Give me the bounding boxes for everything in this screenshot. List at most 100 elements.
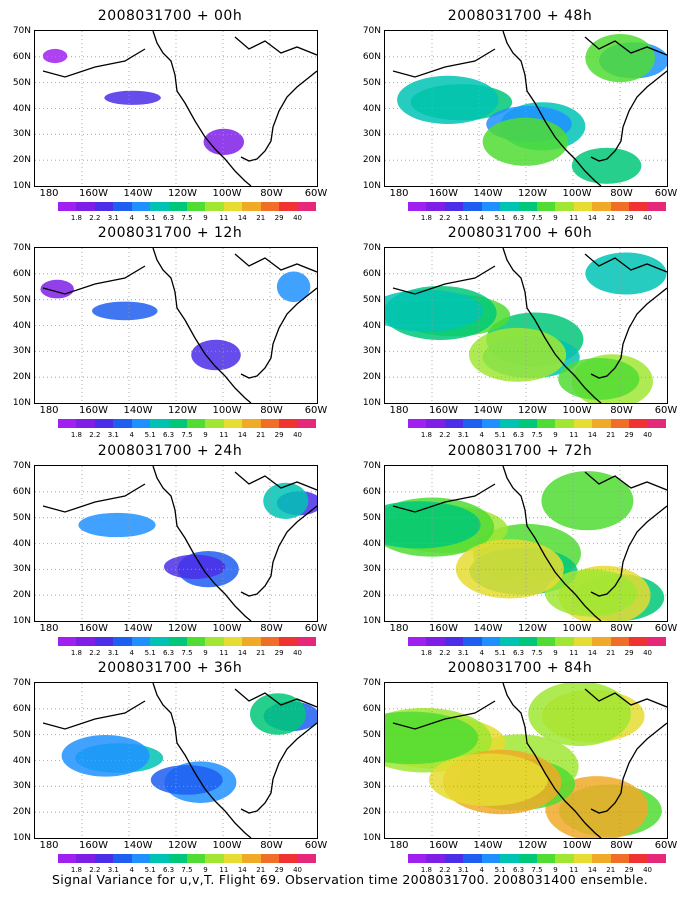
map-panel: 2008031700 + 00h 70N 60N 50N 40N 30N 20N 10N 180…: [0, 8, 340, 223]
colorbar-label: 9: [203, 649, 208, 657]
colorbar-label: 2.2: [439, 649, 451, 657]
y-tick-label: 60N: [362, 51, 381, 62]
variance-contour: [150, 765, 223, 795]
colorbar-label: 21: [606, 866, 616, 874]
colorbar-swatch: [536, 202, 556, 211]
colorbar-labels: 1.8 2.2 3.1 4 5.1 6.3 7.5 9 11 14 21 29 40: [58, 214, 316, 224]
colorbar-swatch: [463, 637, 482, 646]
y-tick-label: 70N: [362, 243, 381, 253]
colorbar-swatch: [444, 854, 464, 863]
colorbar-swatch: [131, 419, 151, 428]
colorbar-swatch: [481, 419, 501, 428]
colorbar-swatch: [94, 637, 114, 646]
y-tick-label: 20N: [12, 807, 31, 818]
colorbar-label: 6.3: [512, 431, 525, 439]
colorbar-swatch: [518, 419, 537, 428]
map-plot-area: [384, 465, 668, 622]
variance-contour: [385, 711, 479, 765]
colorbar-label: 14: [587, 214, 597, 222]
colorbar-swatch: [463, 419, 482, 428]
colorbar-swatch: [58, 202, 77, 211]
y-tick-label: 10N: [12, 833, 31, 843]
colorbar-swatch: [242, 854, 261, 863]
x-tick-label: 80W: [260, 623, 283, 634]
colorbar-label: 4: [479, 866, 484, 874]
colorbar-label: 21: [256, 431, 266, 439]
map-svg: [35, 466, 317, 621]
colorbar-swatch: [94, 419, 114, 428]
colorbar-swatch: [205, 419, 224, 428]
colorbar-swatch: [408, 854, 427, 863]
x-tick-label: 180: [39, 188, 59, 199]
colorbar-label: 29: [624, 214, 634, 222]
colorbar-labels: 1.8 2.2 3.1 4 5.1 6.3 7.5 9 11 14 21 29 40: [58, 649, 316, 659]
y-tick-label: 50N: [12, 294, 31, 305]
variance-contour: [276, 271, 311, 303]
y-tick-label: 10N: [12, 616, 31, 626]
x-tick-label: 160W: [429, 623, 458, 634]
x-tick-label: 100W: [562, 623, 592, 634]
x-tick-label: 100W: [212, 623, 242, 634]
colorbar-swatch: [629, 419, 648, 428]
y-tick-label: 70N: [362, 461, 381, 471]
colorbar-label: 2.2: [89, 214, 101, 222]
colorbar-label: 11: [219, 431, 229, 439]
x-tick-label: 180: [389, 188, 409, 199]
colorbar-swatch: [426, 637, 445, 646]
colorbar-swatch: [573, 419, 593, 428]
y-tick-label: 20N: [362, 807, 381, 818]
x-tick-label: 140W: [473, 623, 503, 634]
colorbar-label: 29: [624, 649, 634, 657]
x-tick-label: 140W: [473, 188, 503, 199]
colorbar-label: 11: [219, 214, 229, 222]
colorbar-swatch: [444, 419, 464, 428]
colorbar-swatch: [260, 419, 280, 428]
colorbar-label: 40: [643, 649, 653, 657]
colorbar-swatch: [150, 419, 169, 428]
x-tick-label: 180: [39, 623, 59, 634]
map-panel: 2008031700 + 84h 70N 60N 50N 40N 30N 20N 10N 180…: [350, 660, 690, 875]
coastline: [392, 466, 667, 621]
colorbar-label: 11: [569, 214, 579, 222]
colorbar-label: 6.3: [162, 866, 175, 874]
colorbar-swatch: [536, 854, 556, 863]
colorbar-label: 9: [203, 866, 208, 874]
colorbar-labels: 1.8 2.2 3.1 4 5.1 6.3 7.5 9 11 14 21 29 40: [408, 431, 666, 441]
map-panel: 2008031700 + 72h 70N 60N 50N 40N 30N 20N 10N 180…: [350, 443, 690, 658]
y-tick-label: 20N: [362, 155, 381, 166]
y-tick-label: 40N: [12, 538, 31, 549]
colorbar-swatch: [500, 637, 519, 646]
colorbar-label: 4: [479, 649, 484, 657]
map-panel: 2008031700 + 60h 70N 60N 50N 40N 30N 20N 10N 180…: [350, 225, 690, 440]
x-tick-label: 80W: [260, 405, 283, 416]
colorbar-swatch: [150, 202, 169, 211]
colorbar-swatch: [279, 637, 298, 646]
y-tick-label: 70N: [12, 26, 31, 36]
map-svg: [385, 466, 667, 621]
colorbar-label: 40: [293, 866, 303, 874]
colorbar-label: 29: [274, 866, 284, 874]
variance-contour: [164, 554, 226, 579]
colorbar-label: 11: [219, 649, 229, 657]
colorbar: [58, 637, 316, 646]
colorbar-swatch: [573, 637, 593, 646]
colorbar-label: 3.1: [457, 866, 469, 874]
y-tick-label: 10N: [12, 398, 31, 408]
colorbar-swatch: [223, 854, 243, 863]
map-plot-area: [384, 247, 668, 404]
x-tick-label: 140W: [473, 840, 503, 851]
variance-contour: [429, 753, 548, 806]
map-panel: 2008031700 + 36h 70N 60N 50N 40N 30N 20N 10N 180…: [0, 660, 340, 875]
colorbar: [408, 419, 666, 428]
colorbar-swatch: [113, 202, 132, 211]
colorbar-swatch: [555, 854, 574, 863]
x-tick-label: 100W: [212, 840, 242, 851]
colorbar-swatch: [426, 202, 445, 211]
colorbar-swatch: [610, 854, 630, 863]
y-tick-label: 70N: [12, 243, 31, 253]
x-tick-label: 100W: [212, 188, 242, 199]
colorbar-swatch: [168, 202, 187, 211]
colorbar-swatch: [113, 637, 132, 646]
colorbar-label: 29: [274, 431, 284, 439]
variance-contour: [571, 147, 642, 184]
